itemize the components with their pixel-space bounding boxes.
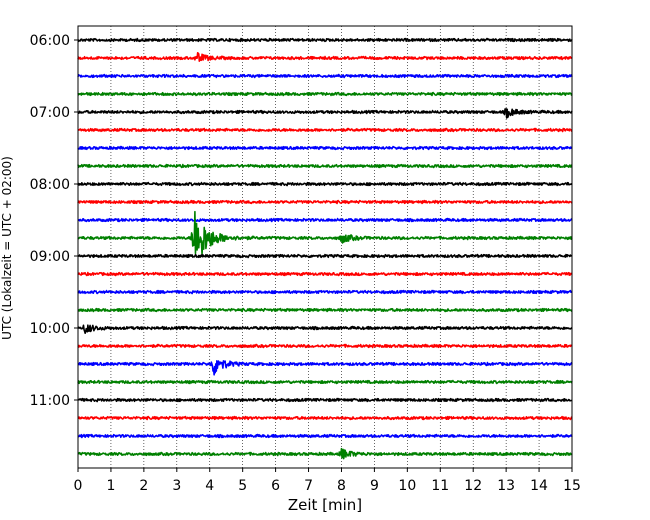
x-axis-ticks: 0 1 2 3 4 5 6 7 8 9 10 11 12 13 14 15 xyxy=(74,468,581,494)
trace-line xyxy=(77,433,573,439)
trace-line xyxy=(77,447,573,460)
x-tick-label: 5 xyxy=(238,478,247,494)
y-tick-label: 11:00 xyxy=(30,393,70,409)
y-tick-label: 07:00 xyxy=(30,105,70,121)
x-tick-label: 7 xyxy=(304,478,313,494)
trace-line xyxy=(77,210,573,255)
x-tick-label: 9 xyxy=(370,478,379,494)
x-axis-title: Zeit [min] xyxy=(288,496,362,514)
trace-line xyxy=(77,307,573,313)
trace-line xyxy=(77,289,573,295)
y-axis-ticks: 06:00 07:00 08:00 09:00 10:00 11:00 xyxy=(30,33,78,409)
trace-line xyxy=(77,271,573,277)
y-axis-title: UTC (Lokalzeit = UTC + 02:00) xyxy=(0,156,14,340)
x-tick-label: 10 xyxy=(398,478,416,494)
x-tick-label: 14 xyxy=(530,478,548,494)
trace-line xyxy=(77,324,573,335)
y-tick-label: 09:00 xyxy=(30,249,70,265)
x-tick-label: 0 xyxy=(74,478,83,494)
trace-line xyxy=(77,359,573,376)
plot-frame xyxy=(77,25,573,469)
trace-line xyxy=(77,51,573,62)
x-tick-label: 13 xyxy=(497,478,515,494)
x-tick-label: 6 xyxy=(271,478,280,494)
trace-line xyxy=(77,343,573,349)
trace-line xyxy=(77,37,573,43)
y-tick-label: 10:00 xyxy=(30,321,70,337)
y-tick-label: 08:00 xyxy=(30,177,70,193)
trace-line xyxy=(77,73,573,79)
x-tick-label: 3 xyxy=(172,478,181,494)
grid-lines xyxy=(110,26,540,468)
x-tick-label: 12 xyxy=(464,478,482,494)
trace-line xyxy=(77,145,573,151)
trace-line xyxy=(77,163,573,169)
x-tick-label: 4 xyxy=(205,478,214,494)
trace-line xyxy=(77,397,573,403)
seismic-traces xyxy=(77,37,573,460)
x-tick-label: 1 xyxy=(106,478,115,494)
trace-line xyxy=(77,181,573,187)
trace-line xyxy=(77,108,573,119)
trace-line xyxy=(77,91,573,97)
trace-line xyxy=(77,127,573,133)
trace-line xyxy=(77,217,573,223)
x-tick-label: 11 xyxy=(431,478,449,494)
trace-line xyxy=(77,253,573,259)
x-tick-label: 2 xyxy=(139,478,148,494)
trace-line xyxy=(77,199,573,205)
trace-line xyxy=(77,379,573,385)
x-tick-label: 15 xyxy=(563,478,581,494)
x-tick-label: 8 xyxy=(337,478,346,494)
trace-line xyxy=(77,415,573,421)
y-tick-label: 06:00 xyxy=(30,33,70,49)
